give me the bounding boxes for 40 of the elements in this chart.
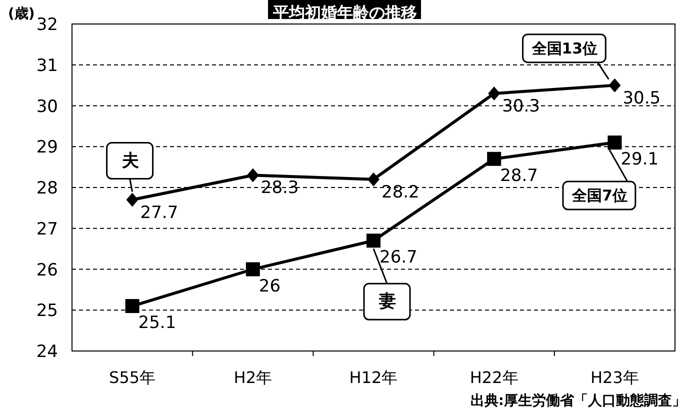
y-tick-label: 32 — [36, 15, 58, 35]
point — [608, 78, 621, 92]
x-tick-label: H2年 — [234, 368, 272, 387]
x-tick-label: S55年 — [109, 368, 156, 387]
annotation: 全国7位 — [570, 186, 628, 205]
data-label: 26.7 — [380, 248, 418, 268]
point — [246, 262, 260, 276]
data-label: 29.1 — [620, 150, 659, 170]
text: 妻 — [378, 292, 396, 312]
data-label: 28.7 — [500, 166, 538, 186]
point — [126, 192, 138, 207]
y-tick-label: 26 — [36, 260, 58, 280]
point — [246, 168, 259, 182]
y-axis-title: (歳) — [8, 6, 35, 22]
data-label: 28.3 — [260, 178, 299, 198]
y-tick-label: 24 — [36, 342, 58, 362]
series-label: 夫 — [120, 150, 139, 171]
data-label: 30.3 — [502, 96, 540, 116]
data-label: 30.5 — [622, 88, 661, 108]
data-label: 25.1 — [138, 313, 176, 334]
data-label: 26 — [258, 276, 281, 296]
x-tick-label: H12年 — [349, 368, 398, 387]
data-label: 27.7 — [140, 202, 178, 223]
y-tick-label: 25 — [36, 301, 58, 322]
y-tick-label: 29 — [36, 138, 58, 158]
point — [366, 234, 380, 248]
y-tick-label: 30 — [36, 96, 58, 117]
point — [125, 299, 140, 314]
x-tick-label: H22年 — [470, 368, 518, 387]
point — [608, 136, 622, 150]
y-tick-label: 27 — [36, 219, 58, 240]
point — [368, 172, 380, 186]
point — [487, 152, 502, 166]
data-label: 28.2 — [382, 182, 420, 202]
source-note: 出典:厚生労働省「人口動態調査」 — [470, 392, 686, 409]
annotation: 全国13位 — [530, 39, 598, 58]
y-tick-label: 31 — [36, 56, 58, 76]
point — [488, 86, 500, 100]
x-tick-label: H23年 — [590, 368, 639, 387]
y-tick-label: 28 — [36, 178, 58, 198]
